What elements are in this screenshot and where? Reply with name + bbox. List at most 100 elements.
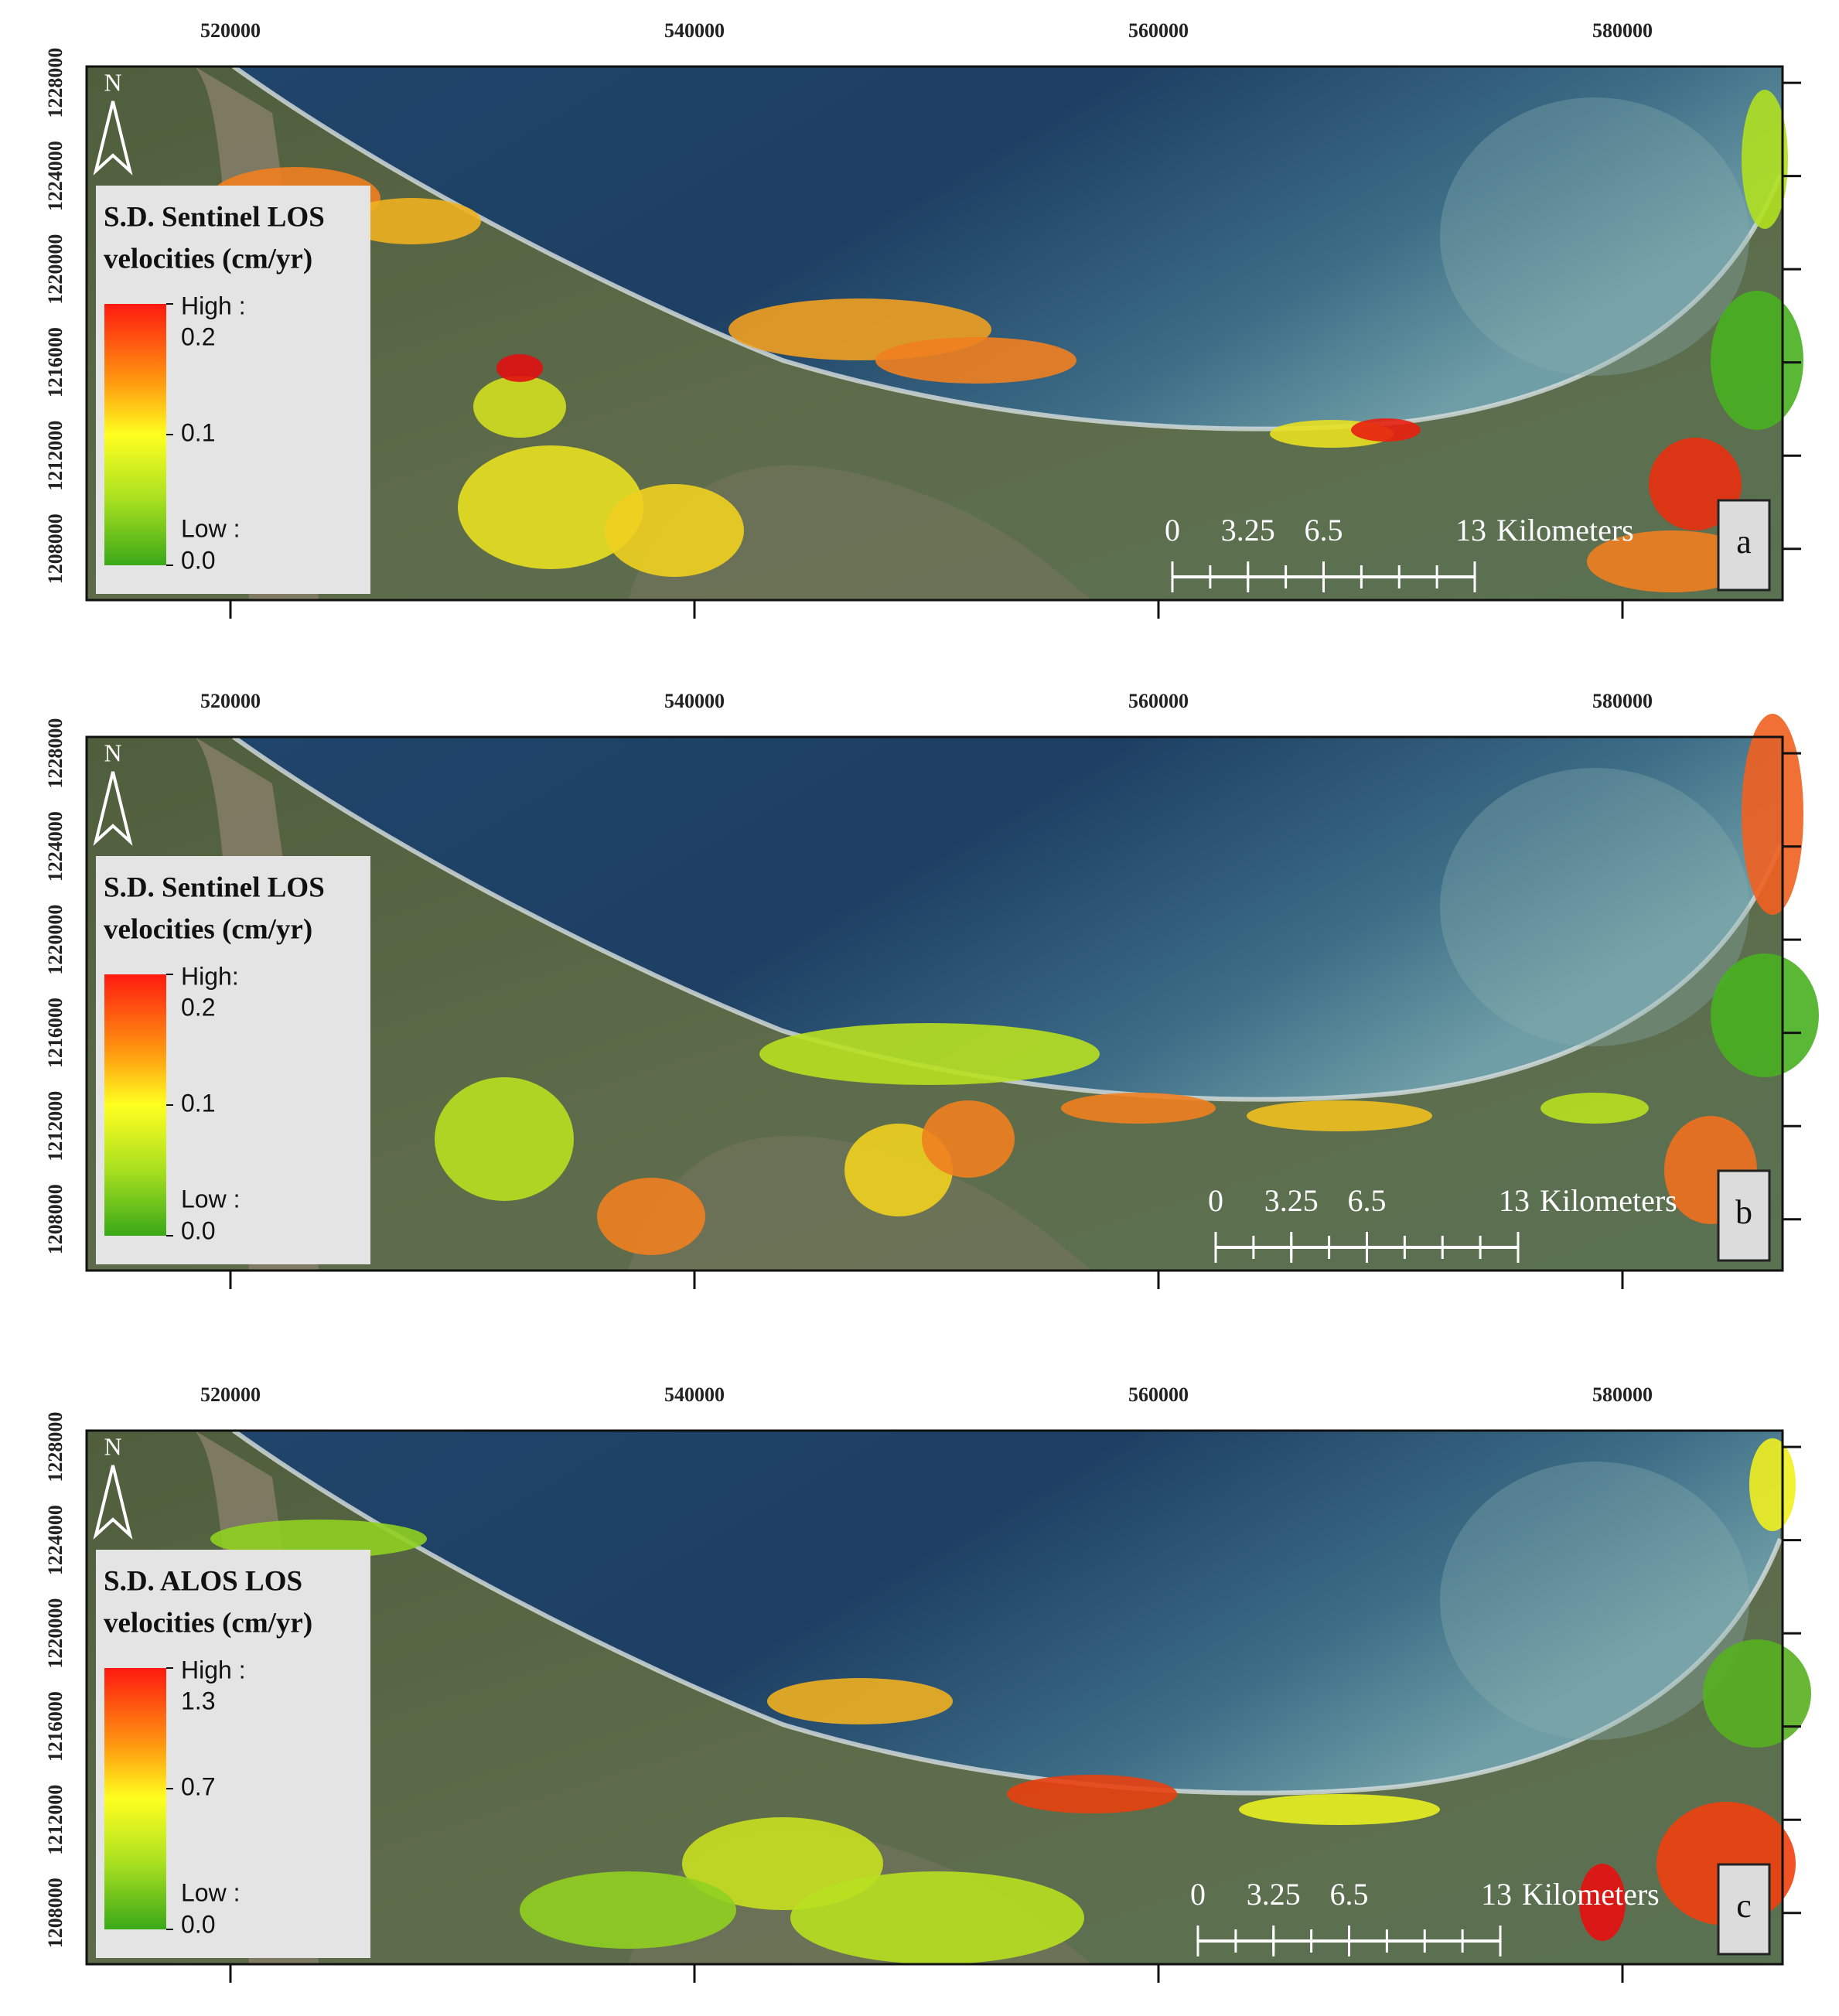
legend-high: High :: [181, 292, 246, 319]
panel-label-box: [1717, 1863, 1771, 1956]
velocity-patch: [1540, 1093, 1649, 1124]
legend-title: velocities (cm/yr): [104, 1607, 312, 1639]
legend-high: High :: [181, 1656, 246, 1683]
hills: [628, 1135, 1092, 1271]
scale-label: 6.5: [1348, 1183, 1387, 1218]
legend-low: Low :: [181, 1185, 240, 1213]
panel-label: b: [1735, 1193, 1752, 1231]
x-tick-label: 580000: [1592, 1383, 1653, 1406]
sea: [234, 67, 1783, 429]
y-tick-label: 1212000: [44, 421, 67, 491]
scale-label: 13: [1499, 1183, 1530, 1218]
scale-unit: Kilometers: [1540, 1183, 1677, 1218]
y-tick-label: 1216000: [44, 1691, 67, 1762]
scale-label: 3.25: [1247, 1877, 1301, 1912]
map-panel: 520000 540000 560000 580000 1208000 1212000 12…: [44, 1383, 1811, 1983]
velocity-patch: [1061, 1093, 1216, 1124]
panel-label-box: [1717, 499, 1771, 592]
velocity-patch: [767, 1678, 953, 1724]
scale-unit: Kilometers: [1496, 513, 1634, 547]
y-tick-label: 1224000: [44, 141, 67, 211]
scale-label: 6.5: [1330, 1877, 1369, 1912]
legend-ramp: [104, 974, 166, 1236]
north-arrow: [93, 771, 133, 846]
velocity-patch: [1711, 953, 1819, 1077]
y-tick-label: 1220000: [44, 234, 67, 305]
legend-low: Low :: [181, 1878, 240, 1906]
legend-value: 0.2: [181, 993, 215, 1021]
velocity-patch: [520, 1871, 736, 1949]
legend-title: S.D. ALOS LOS: [104, 1565, 302, 1597]
scale-unit: Kilometers: [1522, 1877, 1660, 1912]
x-tick-label: 540000: [664, 1383, 725, 1406]
velocity-patch: [605, 484, 744, 577]
velocity-patch: [1742, 90, 1788, 229]
legend-title: velocities (cm/yr): [104, 243, 312, 275]
map-panel: 520000 540000 560000 580000 1208000 1212000 12…: [44, 19, 1803, 619]
plume: [1440, 1462, 1749, 1740]
plume: [1440, 97, 1749, 376]
x-tick-label: 580000: [1592, 19, 1653, 42]
velocity-patch: [1711, 291, 1803, 430]
scale-label: 3.25: [1221, 513, 1275, 547]
legend-value: 0.1: [181, 1089, 215, 1117]
hills: [628, 465, 1092, 600]
velocity-patch: [210, 1520, 427, 1558]
surf: [232, 64, 1783, 432]
legend-value: 0.2: [181, 322, 215, 350]
legend-title: velocities (cm/yr): [104, 913, 312, 945]
velocity-patch: [342, 198, 481, 244]
north-label: N: [104, 739, 121, 766]
x-tick-label: 560000: [1128, 1383, 1189, 1406]
x-tick-label: 580000: [1592, 690, 1653, 712]
velocity-patch: [1749, 1438, 1796, 1531]
north-arrow: [93, 101, 133, 176]
velocity-patch: [1587, 530, 1757, 592]
y-tick-label: 1208000: [44, 1878, 67, 1948]
velocity-patch: [473, 376, 566, 438]
panel-label: a: [1736, 523, 1752, 561]
scale-label: 0: [1208, 1183, 1223, 1218]
x-tick-label: 560000: [1128, 19, 1189, 42]
velocity-patch: [597, 1178, 705, 1255]
y-tick-label: 1212000: [44, 1091, 67, 1162]
panel-label: c: [1736, 1887, 1752, 1925]
y-tick-label: 1224000: [44, 811, 67, 882]
velocity-patch: [875, 337, 1076, 384]
legend-high: High:: [181, 962, 239, 990]
velocity-patch: [496, 354, 543, 382]
x-tick-label: 520000: [200, 19, 261, 42]
legend-low: Low :: [181, 514, 240, 542]
velocity-patch: [1247, 1100, 1432, 1131]
legend-value: 0.1: [181, 418, 215, 446]
x-tick-label: 520000: [200, 1383, 261, 1406]
y-tick-label: 1220000: [44, 1598, 67, 1669]
surf: [232, 735, 1783, 1102]
legend-value: 0.0: [181, 1216, 215, 1244]
sea: [234, 1431, 1783, 1793]
y-tick-label: 1224000: [44, 1505, 67, 1575]
scale-label: 0: [1190, 1877, 1206, 1912]
y-tick-label: 1208000: [44, 1184, 67, 1254]
legend-ramp: [104, 304, 166, 565]
x-tick-label: 540000: [664, 19, 725, 42]
velocity-patch: [922, 1100, 1015, 1178]
y-tick-label: 1212000: [44, 1785, 67, 1855]
y-tick-label: 1228000: [44, 1412, 67, 1482]
x-tick-label: 540000: [664, 690, 725, 712]
velocity-patch: [1351, 418, 1421, 442]
frame: [85, 735, 1784, 1272]
x-tick-label: 560000: [1128, 690, 1189, 712]
legend-title: S.D. Sentinel LOS: [104, 872, 325, 903]
legend-value: 1.3: [181, 1687, 215, 1714]
velocity-patch: [790, 1871, 1084, 1964]
north-label: N: [104, 68, 121, 96]
velocity-patch: [458, 445, 643, 569]
frame: [85, 65, 1784, 602]
velocity-patch: [1742, 714, 1803, 915]
y-tick-label: 1228000: [44, 48, 67, 118]
sea: [234, 737, 1783, 1100]
north-label: N: [104, 1432, 121, 1460]
legend-title: S.D. Sentinel LOS: [104, 201, 325, 233]
